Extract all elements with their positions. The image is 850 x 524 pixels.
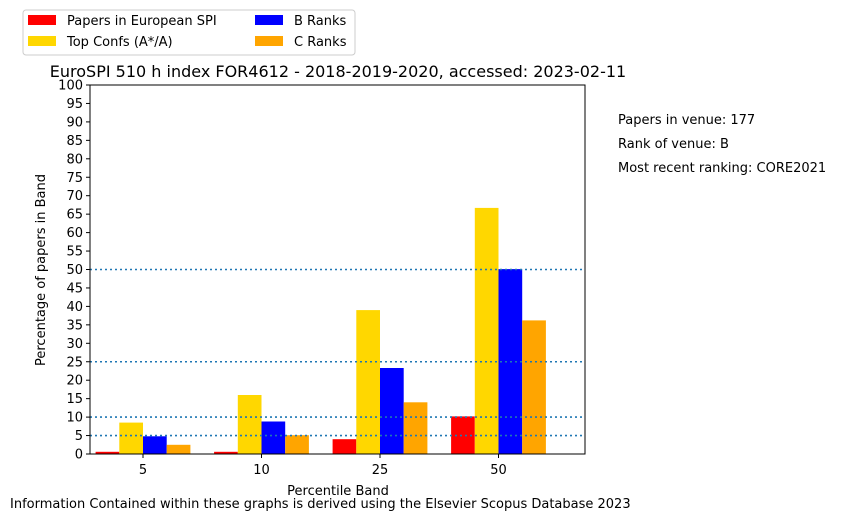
y-tick-label: 30 [66, 337, 83, 352]
y-tick-label: 80 [66, 152, 83, 167]
y-tick-label: 45 [66, 281, 83, 296]
bar-top-confs-a-a--5 [119, 422, 143, 454]
bar-papers-in-european-spi-5 [95, 451, 120, 454]
legend-swatch [255, 36, 283, 46]
legend-label: Papers in European SPI [67, 14, 217, 29]
bar-b-ranks-25 [380, 368, 404, 454]
y-tick-label: 70 [66, 189, 83, 204]
bar-top-confs-a-a--10 [237, 395, 262, 454]
y-tick-label: 95 [66, 97, 83, 112]
y-tick-label: 25 [66, 355, 83, 370]
y-tick-label: 15 [66, 392, 83, 407]
y-axis: 0 5 10 15 20 25 30 35 40 45 50 55 60 65 70 75 80 85 90 95 10… [58, 79, 90, 463]
legend: Papers in European SPI Top Confs (A*/A) B … [22, 9, 356, 56]
x-tick-label: 10 [253, 463, 270, 478]
bar-c-ranks-50 [522, 320, 546, 454]
x-axis: 5 10 25 50 [139, 454, 507, 478]
x-axis-label: Percentile Band [287, 484, 389, 499]
bar-b-ranks-5 [143, 436, 167, 454]
y-tick-label: 75 [66, 171, 83, 186]
legend-swatch [255, 15, 283, 25]
y-axis-label: Percentage of papers in Band [34, 174, 49, 366]
x-tick-label: 5 [139, 463, 147, 478]
side-note: Most recent ranking: CORE2021 [618, 161, 826, 176]
y-tick-label: 35 [66, 318, 83, 333]
y-tick-label: 0 [75, 448, 83, 463]
y-tick-label: 50 [66, 263, 83, 278]
y-tick-label: 20 [66, 374, 83, 389]
footer-note: Information Contained within these graph… [10, 497, 631, 512]
bar-top-confs-a-a--25 [356, 310, 380, 454]
y-tick-label: 100 [58, 79, 83, 94]
bar-papers-in-european-spi-50 [451, 416, 475, 454]
y-tick-label: 85 [66, 134, 83, 149]
bar-papers-in-european-spi-10 [214, 451, 238, 454]
y-tick-label: 60 [66, 226, 83, 241]
y-tick-label: 55 [66, 245, 83, 260]
x-tick-label: 25 [372, 463, 389, 478]
chart-title: EuroSPI 510 h index FOR4612 - 2018-2019-… [50, 62, 626, 81]
side-note: Papers in venue: 177 [618, 113, 755, 128]
bar-c-ranks-5 [166, 444, 191, 454]
side-notes: Papers in venue: 177 Rank of venue: B Most… [618, 113, 826, 176]
x-tick-label: 50 [490, 463, 507, 478]
legend-swatch [28, 15, 56, 25]
bar-b-ranks-10 [261, 421, 286, 454]
legend-label: Top Confs (A*/A) [66, 35, 173, 50]
legend-label: B Ranks [294, 14, 347, 29]
y-tick-label: 5 [75, 429, 83, 444]
bars-layer [95, 207, 546, 454]
bar-papers-in-european-spi-25 [332, 439, 357, 454]
y-tick-label: 65 [66, 208, 83, 223]
bar-c-ranks-10 [285, 435, 309, 454]
side-note: Rank of venue: B [618, 137, 729, 152]
legend-swatch [28, 36, 56, 46]
y-tick-label: 40 [66, 300, 83, 315]
legend-label: C Ranks [294, 35, 347, 50]
y-tick-label: 10 [66, 411, 83, 426]
bar-c-ranks-25 [403, 402, 428, 454]
y-tick-label: 90 [66, 115, 83, 130]
